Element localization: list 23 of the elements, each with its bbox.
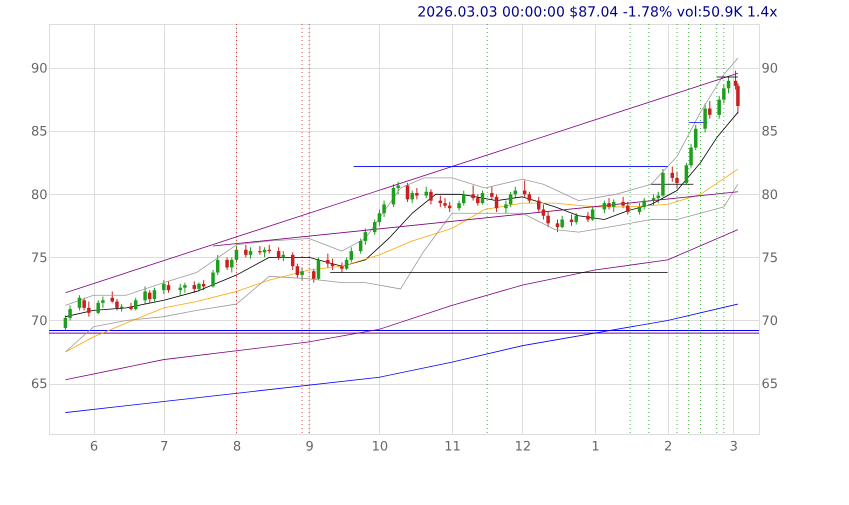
y-tick-label: 65 [30,377,48,392]
y2-tick-label: 75 [762,250,778,266]
x-tick-label: 7 [160,440,168,454]
y-tick-label: 75 [30,250,48,266]
x-tick-label: 12 [514,440,532,454]
chart-title: 2026.03.03 00:00:00 $87.04 -1.78% vol:50.9K 1.4x [417,4,778,21]
x-tick-label: 3 [730,440,738,454]
x-tick-label: 6 [90,440,98,454]
y-tick-label: 85 [30,124,48,140]
y-tick-label: 70 [30,314,48,329]
x-tick-label: 8 [232,440,242,454]
y2-tick-label: 90 [762,62,778,77]
y2-tick-label: 85 [762,124,778,140]
y2-tick-label: 80 [762,188,778,203]
y-tick-label: 80 [30,188,48,203]
x-tick-label: 11 [444,440,461,454]
x-tick-label: 1 [591,440,600,454]
y2-tick-label: 65 [762,377,778,392]
x-tick-label: 9 [305,440,314,454]
y2-tick-label: 70 [762,314,778,329]
x-tick-label: 10 [372,440,388,454]
y-tick-label: 90 [30,62,48,77]
x-tick-label: 2 [664,440,672,454]
